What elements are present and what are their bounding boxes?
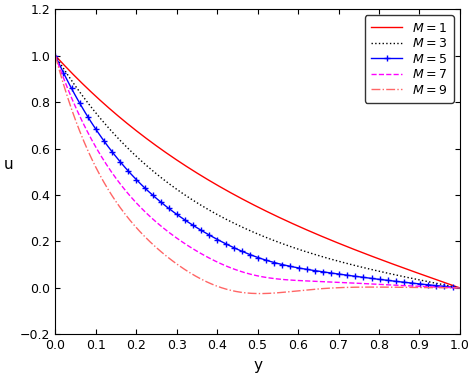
Y-axis label: u: u [4, 157, 14, 172]
$M = 1$ [447, 282, 453, 287]
$M = 9$ [272, 291, 278, 295]
Line: $M = 7$: $M = 7$ [55, 56, 460, 288]
$M = 3$ [447, 284, 453, 288]
$M = 9$ [245, 291, 250, 295]
$M = 1$ [247, 201, 253, 205]
Line: $M = 3$: $M = 3$ [55, 56, 460, 288]
$M = 5$ [447, 285, 453, 289]
$M = 9$ [53, 54, 58, 58]
$M = 3$ [245, 227, 250, 232]
$M = 7$ [293, 278, 299, 283]
$M = 7$ [272, 276, 277, 281]
$M = 1$ [245, 199, 250, 204]
Legend: $M = 1$, $M = 3$, $M = 5$, $M = 7$, $M = 9$: $M = 1$, $M = 3$, $M = 5$, $M = 7$, $M =… [365, 15, 454, 103]
$M = 9$ [257, 291, 263, 296]
$M = 5$ [293, 265, 299, 270]
$M = 3$ [247, 228, 253, 233]
$M = 9$ [247, 291, 253, 296]
$M = 1$ [272, 213, 277, 217]
$M = 7$ [247, 272, 253, 276]
$M = 9$ [385, 285, 391, 290]
$M = 5$ [53, 54, 58, 58]
$M = 7$ [457, 286, 463, 290]
$M = 7$ [447, 285, 453, 290]
$M = 1$ [384, 260, 390, 264]
$M = 1$ [293, 223, 299, 227]
Line: $M = 5$: $M = 5$ [53, 53, 463, 291]
$M = 3$ [293, 246, 299, 251]
$M = 1$ [457, 286, 463, 290]
$M = 9$ [294, 289, 300, 293]
$M = 3$ [272, 238, 277, 243]
$M = 5$ [272, 260, 277, 265]
$M = 9$ [448, 286, 454, 290]
$M = 3$ [53, 54, 58, 58]
$M = 5$ [384, 278, 390, 282]
$M = 7$ [245, 271, 250, 276]
$M = 1$ [53, 54, 58, 58]
$M = 9$ [457, 286, 463, 290]
$M = 3$ [384, 271, 390, 275]
$M = 3$ [457, 286, 463, 290]
X-axis label: y: y [253, 358, 262, 373]
$M = 5$ [457, 286, 463, 290]
Line: $M = 1$: $M = 1$ [55, 56, 460, 288]
$M = 7$ [384, 282, 390, 287]
Line: $M = 9$: $M = 9$ [55, 56, 460, 294]
$M = 5$ [245, 251, 250, 256]
$M = 7$ [53, 54, 58, 58]
$M = 5$ [247, 252, 253, 257]
